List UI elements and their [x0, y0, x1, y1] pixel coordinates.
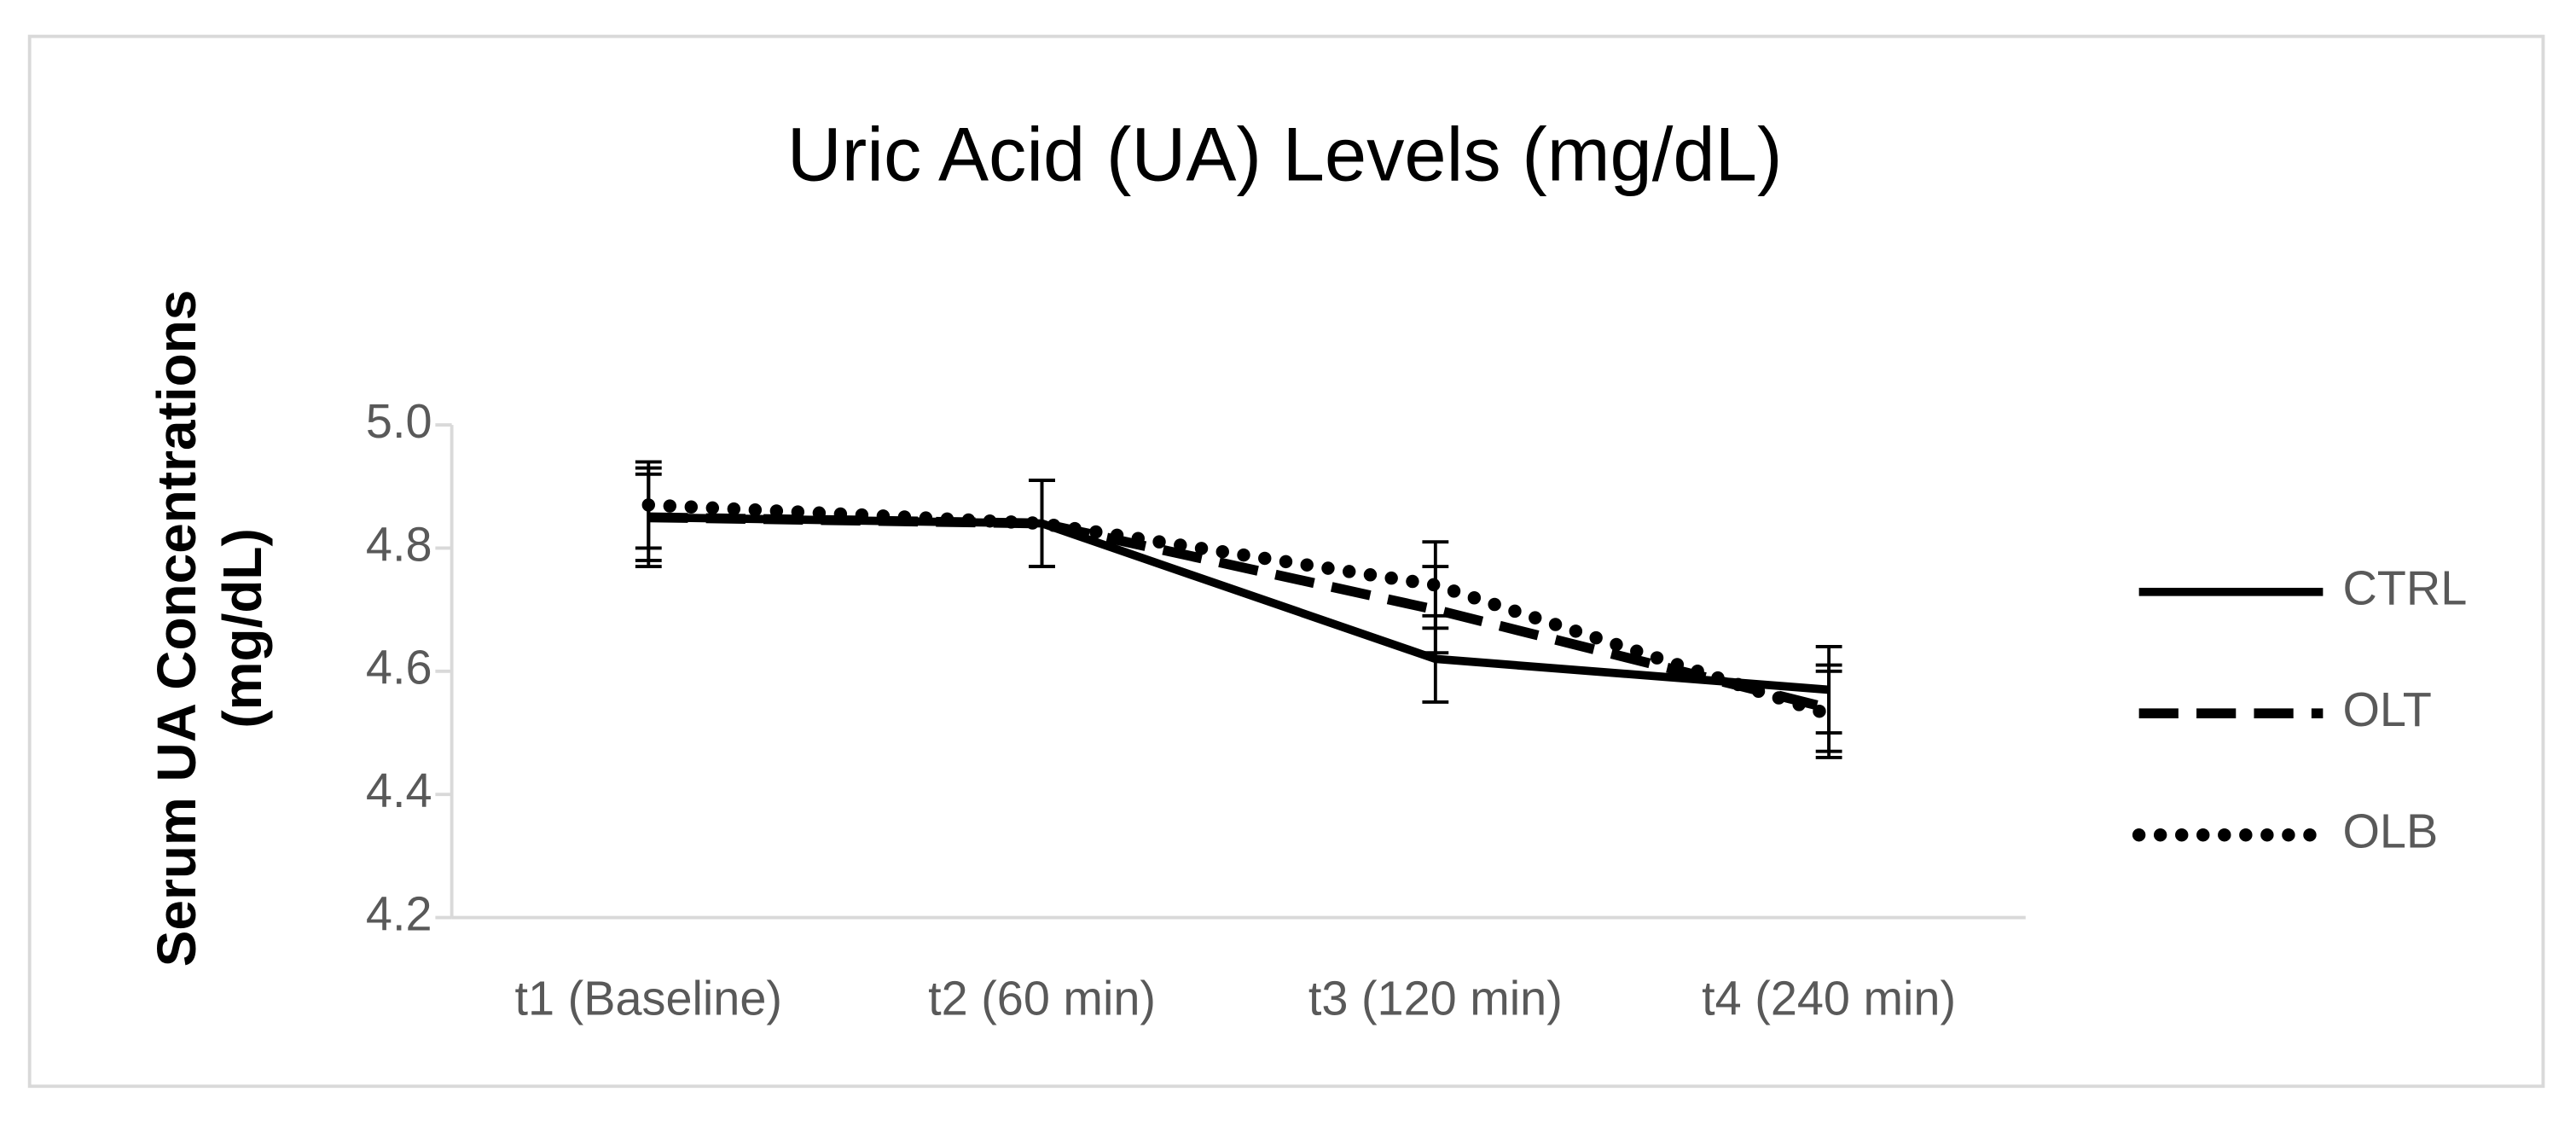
series-line — [641, 498, 1836, 722]
error-bar — [1815, 669, 1842, 759]
x-tick-label: t3 (120 min) — [1308, 971, 1563, 1025]
y-tick-label: 4.2 — [366, 886, 432, 940]
legend-label: OLB — [2342, 804, 2438, 857]
legend-label: CTRL — [2342, 560, 2467, 614]
error-bar — [1029, 479, 1055, 569]
legend-label: OLT — [2342, 682, 2431, 736]
y-tick-label: 4.8 — [366, 517, 432, 571]
series-line — [648, 512, 1830, 713]
y-tick-label: 5.0 — [366, 394, 432, 448]
y-tick-label: 4.6 — [366, 641, 432, 694]
y-axis-label: Serum UA Concentrations (mg/dL) — [146, 289, 273, 967]
x-tick-label: t1 (Baseline) — [515, 971, 782, 1025]
x-tick-label: t2 (60 min) — [928, 971, 1156, 1025]
y-tick-label: 4.4 — [366, 764, 432, 817]
x-tick-label: t4 (240 min) — [1702, 971, 1956, 1025]
chart-title: Uric Acid (UA) Levels (mg/dL) — [787, 112, 1783, 196]
